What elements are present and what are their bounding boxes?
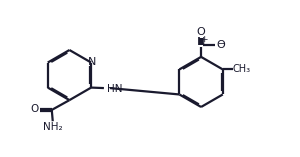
Text: N: N <box>197 37 205 47</box>
Text: +: + <box>200 35 208 44</box>
Text: NH₂: NH₂ <box>43 122 63 132</box>
Text: O: O <box>217 40 226 50</box>
Text: O: O <box>197 27 206 37</box>
Text: CH₃: CH₃ <box>233 64 251 74</box>
Text: N: N <box>88 57 97 67</box>
Text: −: − <box>217 38 224 47</box>
Text: O: O <box>31 104 39 114</box>
Text: HN: HN <box>107 84 122 94</box>
